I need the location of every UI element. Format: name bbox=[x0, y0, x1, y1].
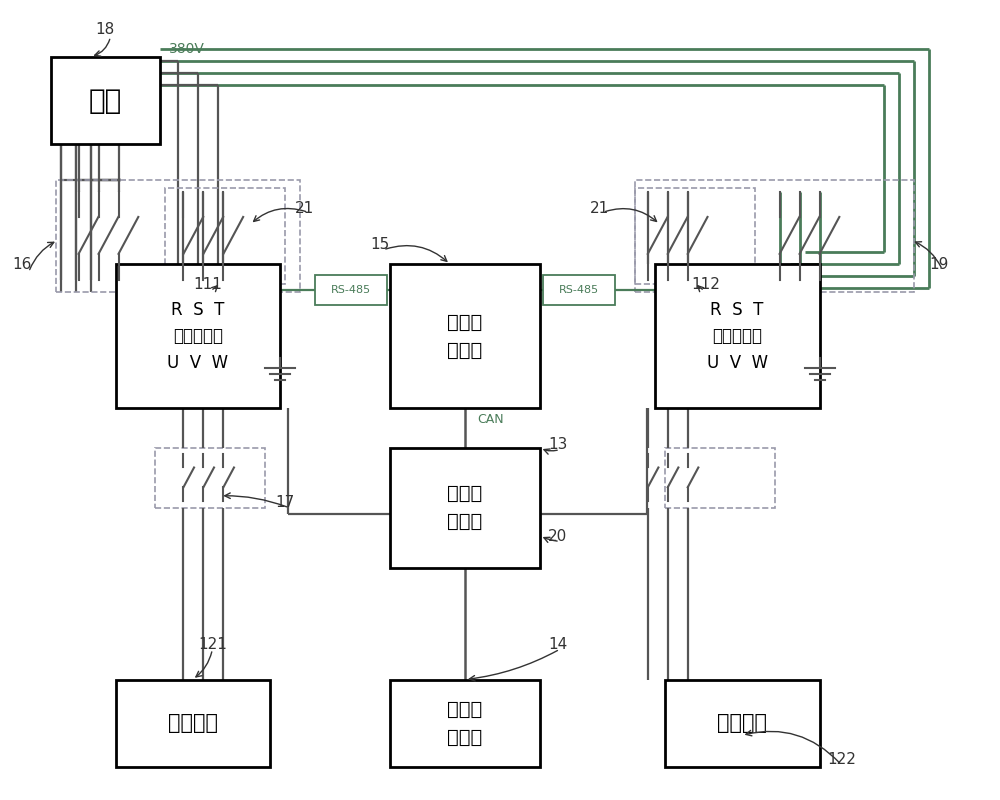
Text: 122: 122 bbox=[828, 752, 856, 767]
Bar bbox=[116, 679, 270, 767]
Text: 17: 17 bbox=[275, 495, 295, 510]
Bar bbox=[390, 679, 540, 767]
Text: 内燃机
控制器: 内燃机 控制器 bbox=[447, 484, 483, 531]
Bar bbox=[165, 188, 285, 284]
Bar bbox=[390, 264, 540, 408]
Bar bbox=[390, 448, 540, 568]
Text: 380V: 380V bbox=[168, 42, 204, 56]
Bar bbox=[635, 188, 755, 284]
Bar bbox=[665, 679, 820, 767]
Bar bbox=[56, 180, 300, 292]
Text: 112: 112 bbox=[692, 277, 721, 292]
Bar bbox=[655, 264, 820, 408]
Text: 21: 21 bbox=[295, 202, 315, 216]
Text: 18: 18 bbox=[96, 22, 115, 37]
Text: RS-485: RS-485 bbox=[559, 285, 599, 295]
Text: 20: 20 bbox=[548, 529, 567, 544]
Text: 风冷风机: 风冷风机 bbox=[717, 714, 767, 734]
Text: R  S  T
风冷控制器
U  V  W: R S T 风冷控制器 U V W bbox=[707, 301, 768, 371]
Text: 16: 16 bbox=[13, 258, 32, 272]
Text: RS-485: RS-485 bbox=[331, 285, 371, 295]
Text: 电源: 电源 bbox=[89, 86, 122, 114]
Text: 15: 15 bbox=[370, 238, 389, 252]
Bar bbox=[315, 275, 387, 306]
Bar bbox=[116, 264, 280, 408]
Text: 13: 13 bbox=[548, 437, 567, 452]
Text: 121: 121 bbox=[198, 637, 227, 651]
Text: 14: 14 bbox=[548, 637, 567, 651]
Text: 水冷风机: 水冷风机 bbox=[168, 714, 218, 734]
Bar bbox=[665, 448, 775, 508]
Bar bbox=[543, 275, 615, 306]
Text: 21: 21 bbox=[590, 202, 609, 216]
Text: 内燃机
传感器: 内燃机 传感器 bbox=[447, 700, 483, 747]
Text: 111: 111 bbox=[193, 277, 222, 292]
Text: 19: 19 bbox=[929, 258, 949, 272]
Text: 车辆控
制单元: 车辆控 制单元 bbox=[447, 313, 483, 360]
Bar bbox=[51, 57, 160, 145]
Bar bbox=[635, 180, 914, 292]
Text: CAN: CAN bbox=[477, 414, 504, 426]
Text: R  S  T
水冷控制器
U  V  W: R S T 水冷控制器 U V W bbox=[167, 301, 228, 371]
Bar bbox=[155, 448, 265, 508]
